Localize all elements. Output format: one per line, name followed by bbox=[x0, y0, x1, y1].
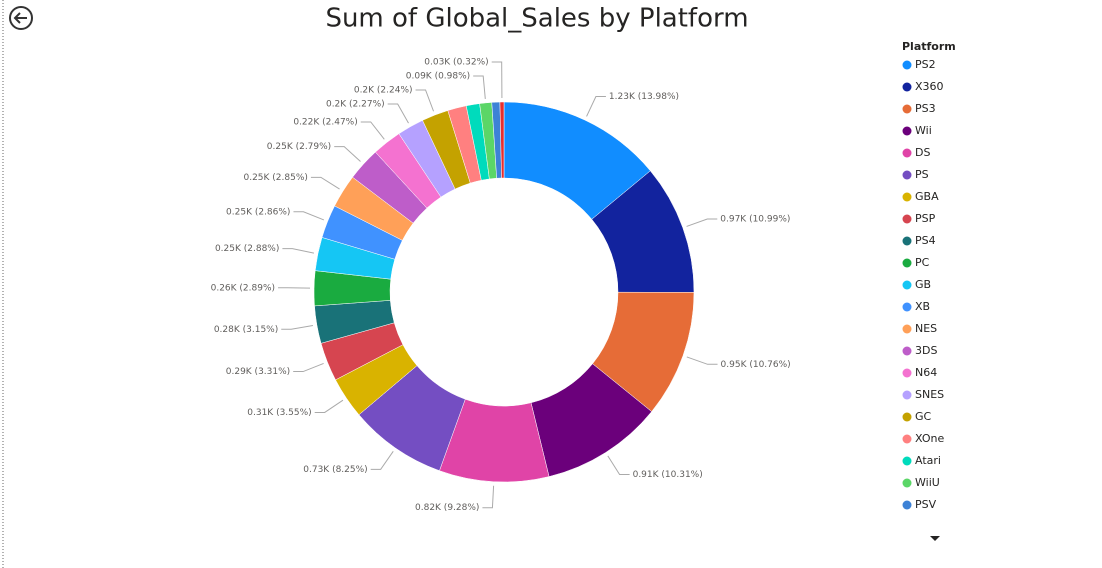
legend-marker bbox=[902, 346, 912, 356]
leader-line bbox=[282, 248, 315, 254]
legend-marker bbox=[902, 60, 912, 70]
data-label: 0.2K (2.24%) bbox=[354, 85, 413, 95]
leader-line bbox=[293, 362, 324, 373]
leader-line bbox=[686, 218, 718, 227]
leader-line bbox=[314, 399, 344, 413]
slice bbox=[499, 101, 505, 179]
legend-label: PSV bbox=[915, 498, 937, 511]
legend-label: PC bbox=[915, 256, 930, 269]
data-label: 1.23K (13.98%) bbox=[609, 92, 679, 102]
data-label: 0.25K (2.79%) bbox=[267, 142, 331, 152]
legend-marker bbox=[902, 126, 912, 136]
legend-label: X360 bbox=[915, 80, 944, 93]
leader-line bbox=[686, 356, 718, 365]
legend-marker bbox=[902, 236, 912, 246]
data-label: 0.29K (3.31%) bbox=[226, 367, 290, 377]
legend-label: Atari bbox=[915, 454, 941, 467]
chart-title: Sum of Global_Sales by Platform bbox=[325, 4, 748, 34]
legend-marker bbox=[902, 324, 912, 334]
data-label: 0.03K (0.32%) bbox=[424, 57, 488, 67]
legend-label: GB bbox=[915, 278, 931, 291]
leader-line bbox=[586, 96, 606, 117]
leader-line bbox=[370, 450, 394, 470]
data-label: 0.09K (0.98%) bbox=[406, 71, 470, 81]
legend-label: N64 bbox=[915, 366, 937, 379]
legend-title: Platform bbox=[902, 40, 956, 53]
legend-marker bbox=[902, 390, 912, 400]
legend-label: XB bbox=[915, 300, 930, 313]
legend-more[interactable] bbox=[930, 536, 940, 541]
legend-label: GBA bbox=[915, 190, 939, 203]
data-label: 0.22K (2.47%) bbox=[293, 117, 357, 127]
legend-marker bbox=[902, 104, 912, 114]
leader-line bbox=[334, 146, 361, 162]
legend-label: GC bbox=[915, 410, 932, 423]
legend-marker bbox=[902, 82, 912, 92]
legend-marker bbox=[902, 280, 912, 290]
legend-label: XOne bbox=[915, 432, 944, 445]
legend-marker bbox=[902, 258, 912, 268]
data-label: 0.97K (10.99%) bbox=[720, 214, 790, 224]
data-label: 0.82K (9.28%) bbox=[415, 503, 479, 513]
data-label: 0.28K (3.15%) bbox=[214, 325, 278, 335]
leader-line bbox=[491, 61, 503, 99]
leader-line bbox=[473, 75, 486, 99]
legend-marker bbox=[902, 456, 912, 466]
legend-marker bbox=[902, 412, 912, 422]
leader-line bbox=[293, 211, 325, 221]
legend-label: PSP bbox=[915, 212, 936, 225]
legend-label: PS4 bbox=[915, 234, 936, 247]
legend-marker bbox=[902, 170, 912, 180]
back-button[interactable] bbox=[9, 6, 33, 30]
leader-line bbox=[281, 324, 313, 330]
leader-line bbox=[607, 455, 630, 475]
leader-line bbox=[310, 176, 340, 190]
data-label: 0.31K (3.55%) bbox=[247, 408, 311, 418]
leader-line bbox=[415, 89, 435, 112]
data-label: 0.2K (2.27%) bbox=[326, 99, 385, 109]
data-label: 0.73K (8.25%) bbox=[303, 465, 367, 475]
legend-label: WiiU bbox=[915, 476, 940, 489]
data-label: 0.25K (2.85%) bbox=[243, 173, 307, 183]
leader-line bbox=[482, 485, 495, 509]
data-label: 0.91K (10.31%) bbox=[633, 470, 703, 480]
data-label: 0.25K (2.88%) bbox=[215, 244, 279, 254]
legend-label: PS3 bbox=[915, 102, 936, 115]
legend-marker bbox=[902, 214, 912, 224]
legend-label: PS bbox=[915, 168, 929, 181]
legend-label: 3DS bbox=[915, 344, 937, 357]
legend-marker bbox=[902, 148, 912, 158]
legend-marker bbox=[902, 368, 912, 378]
data-label: 0.25K (2.86%) bbox=[226, 207, 290, 217]
legend-marker bbox=[902, 434, 912, 444]
legend-label: Wii bbox=[915, 124, 932, 137]
legend-label: NES bbox=[915, 322, 937, 335]
legend-marker bbox=[902, 192, 912, 202]
legend-marker bbox=[902, 302, 912, 312]
legend-marker bbox=[902, 500, 912, 510]
leader-line bbox=[387, 103, 409, 124]
legend-marker bbox=[902, 478, 912, 488]
leader-line bbox=[360, 121, 385, 140]
data-label: 0.26K (2.89%) bbox=[211, 283, 275, 293]
legend-label: DS bbox=[915, 146, 930, 159]
legend-label: PS2 bbox=[915, 58, 936, 71]
legend-label: SNES bbox=[915, 388, 944, 401]
data-label: 0.95K (10.76%) bbox=[721, 360, 791, 370]
